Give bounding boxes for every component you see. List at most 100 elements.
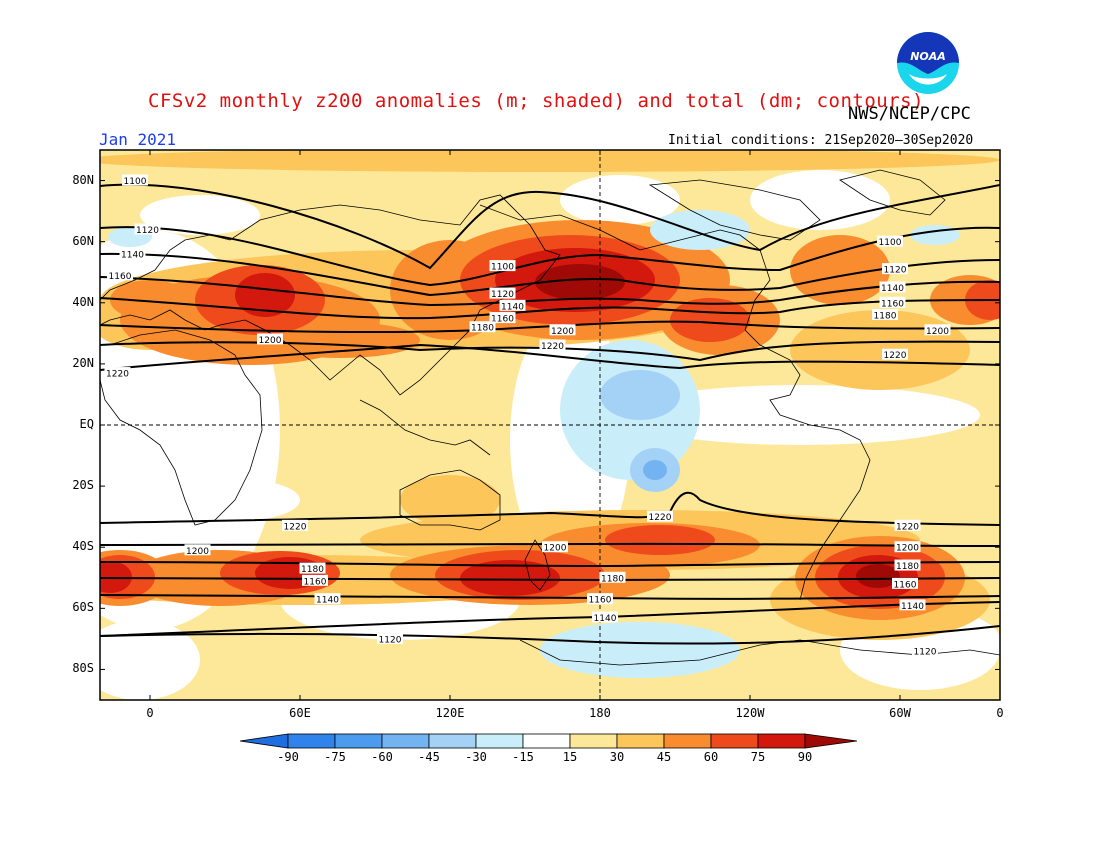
- svg-text:1160: 1160: [304, 577, 327, 587]
- latitude-label: 40N: [72, 294, 94, 309]
- colorbar-label: -30: [465, 750, 487, 764]
- contour-label: 1220: [647, 510, 673, 523]
- svg-text:1100: 1100: [124, 177, 147, 187]
- svg-text:1200: 1200: [896, 544, 919, 554]
- contour-label: 1160: [107, 269, 133, 282]
- svg-text:1200: 1200: [544, 544, 567, 554]
- colorbar-segment: [616, 733, 665, 749]
- colorbar: [239, 733, 858, 749]
- map-title: CFSv2 monthly z200 anomalies (m; shaded)…: [148, 90, 925, 112]
- colorbar-label: 90: [797, 750, 813, 764]
- contour-label: 1200: [184, 544, 211, 557]
- svg-text:1140: 1140: [501, 302, 524, 312]
- svg-text:1220: 1220: [884, 351, 907, 361]
- month-label: Jan 2021: [99, 130, 177, 149]
- svg-text:1140: 1140: [121, 250, 144, 260]
- colorbar-label: -15: [512, 750, 534, 764]
- svg-text:1100: 1100: [879, 238, 902, 248]
- contour-label: 1220: [539, 339, 566, 352]
- latitude-label: 40S: [72, 539, 94, 554]
- longitude-label: 0: [996, 706, 1004, 720]
- svg-text:1220: 1220: [649, 513, 672, 523]
- contour-label: 1220: [104, 367, 131, 380]
- contour-label: 1180: [894, 559, 921, 572]
- contour-label: 1120: [912, 645, 938, 658]
- reference-grid-lines: [100, 150, 1000, 700]
- contour-label: 1120: [134, 223, 161, 236]
- contour-label: 1180: [299, 562, 326, 575]
- svg-text:1100: 1100: [491, 263, 514, 273]
- svg-text:1120: 1120: [491, 290, 514, 300]
- contour-label: 1200: [549, 324, 576, 337]
- contour-label: 1160: [587, 593, 613, 606]
- colorbar-arrow-low: [239, 733, 289, 749]
- contour-label: 1120: [882, 263, 908, 276]
- latitude-label: 60N: [72, 233, 94, 248]
- colorbar-segment: [710, 733, 759, 749]
- colorbar-arrow-high: [804, 733, 858, 749]
- contour-label: 1220: [882, 348, 908, 361]
- contour-label: 1160: [489, 312, 516, 325]
- longitude-label: 120E: [435, 706, 465, 720]
- contour-label: 1100: [877, 235, 903, 248]
- colorbar-label: -60: [371, 750, 393, 764]
- svg-text:1120: 1120: [884, 266, 907, 276]
- svg-text:1180: 1180: [896, 562, 919, 572]
- contour-label: 1100: [122, 174, 148, 187]
- longitude-label: 0: [146, 706, 154, 720]
- contour-label: 1180: [599, 571, 626, 584]
- contour-label: 1200: [542, 541, 568, 554]
- colorbar-segment: [381, 733, 430, 749]
- latitude-label: 80N: [72, 172, 94, 187]
- contour-label: 1140: [119, 247, 146, 260]
- svg-text:1120: 1120: [914, 648, 937, 658]
- longitude-label: 60W: [889, 706, 911, 720]
- anomaly-shading: [100, 150, 1000, 700]
- contour-label: 1160: [879, 296, 906, 309]
- svg-text:1160: 1160: [109, 272, 132, 282]
- svg-text:1140: 1140: [901, 602, 924, 612]
- colorbar-segment: [334, 733, 383, 749]
- axis-ticks: [100, 150, 1001, 700]
- latitude-label: EQ: [79, 417, 94, 431]
- svg-text:1180: 1180: [301, 565, 324, 575]
- longitude-label: 60E: [289, 706, 311, 720]
- height-contours: [100, 183, 1000, 645]
- svg-text:1220: 1220: [541, 342, 564, 352]
- colorbar-label: -45: [418, 750, 440, 764]
- contour-label: 1200: [924, 324, 951, 337]
- svg-text:1200: 1200: [926, 327, 949, 337]
- contour-label: 1140: [314, 593, 341, 606]
- colorbar-segment: [757, 733, 806, 749]
- contour-label: 1160: [302, 574, 328, 587]
- contour-label: 1140: [499, 299, 526, 312]
- contour-label: 1120: [489, 287, 516, 300]
- colorbar-label: -75: [324, 750, 346, 764]
- svg-text:1120: 1120: [136, 226, 159, 236]
- svg-text:1200: 1200: [551, 327, 574, 337]
- contour-label: 1220: [282, 519, 308, 532]
- contour-label: 1200: [894, 541, 921, 554]
- colorbar-label: 75: [750, 750, 766, 764]
- colorbar-label: -90: [277, 750, 299, 764]
- svg-text:1220: 1220: [896, 522, 919, 532]
- svg-text:1200: 1200: [259, 336, 282, 346]
- svg-text:1160: 1160: [881, 299, 904, 309]
- contour-label: 1140: [592, 611, 618, 624]
- contour-labels: 1100 1120 1140 1160 1200 1220 1100 1120 1140 1160…: [104, 174, 951, 658]
- svg-text:1200: 1200: [186, 547, 209, 557]
- contour-label: 1120: [377, 632, 403, 645]
- map-plot-area: 1100 1120 1140 1160 1200 1220 1100 1120 1140 1160…: [100, 150, 1000, 700]
- noaa-logo-text: NOAA: [910, 50, 946, 63]
- colorbar-segment: [663, 733, 712, 749]
- contour-label: 1140: [879, 281, 906, 294]
- svg-text:1220: 1220: [284, 522, 307, 532]
- noaa-logo: NOAA: [897, 32, 959, 94]
- colorbar-segment: [522, 733, 571, 749]
- agency-label: NWS/NCEP/CPC: [848, 104, 971, 124]
- contour-label: 1100: [489, 260, 516, 273]
- svg-text:1180: 1180: [471, 324, 494, 334]
- svg-text:1140: 1140: [881, 284, 904, 294]
- colorbar-label: 15: [562, 750, 578, 764]
